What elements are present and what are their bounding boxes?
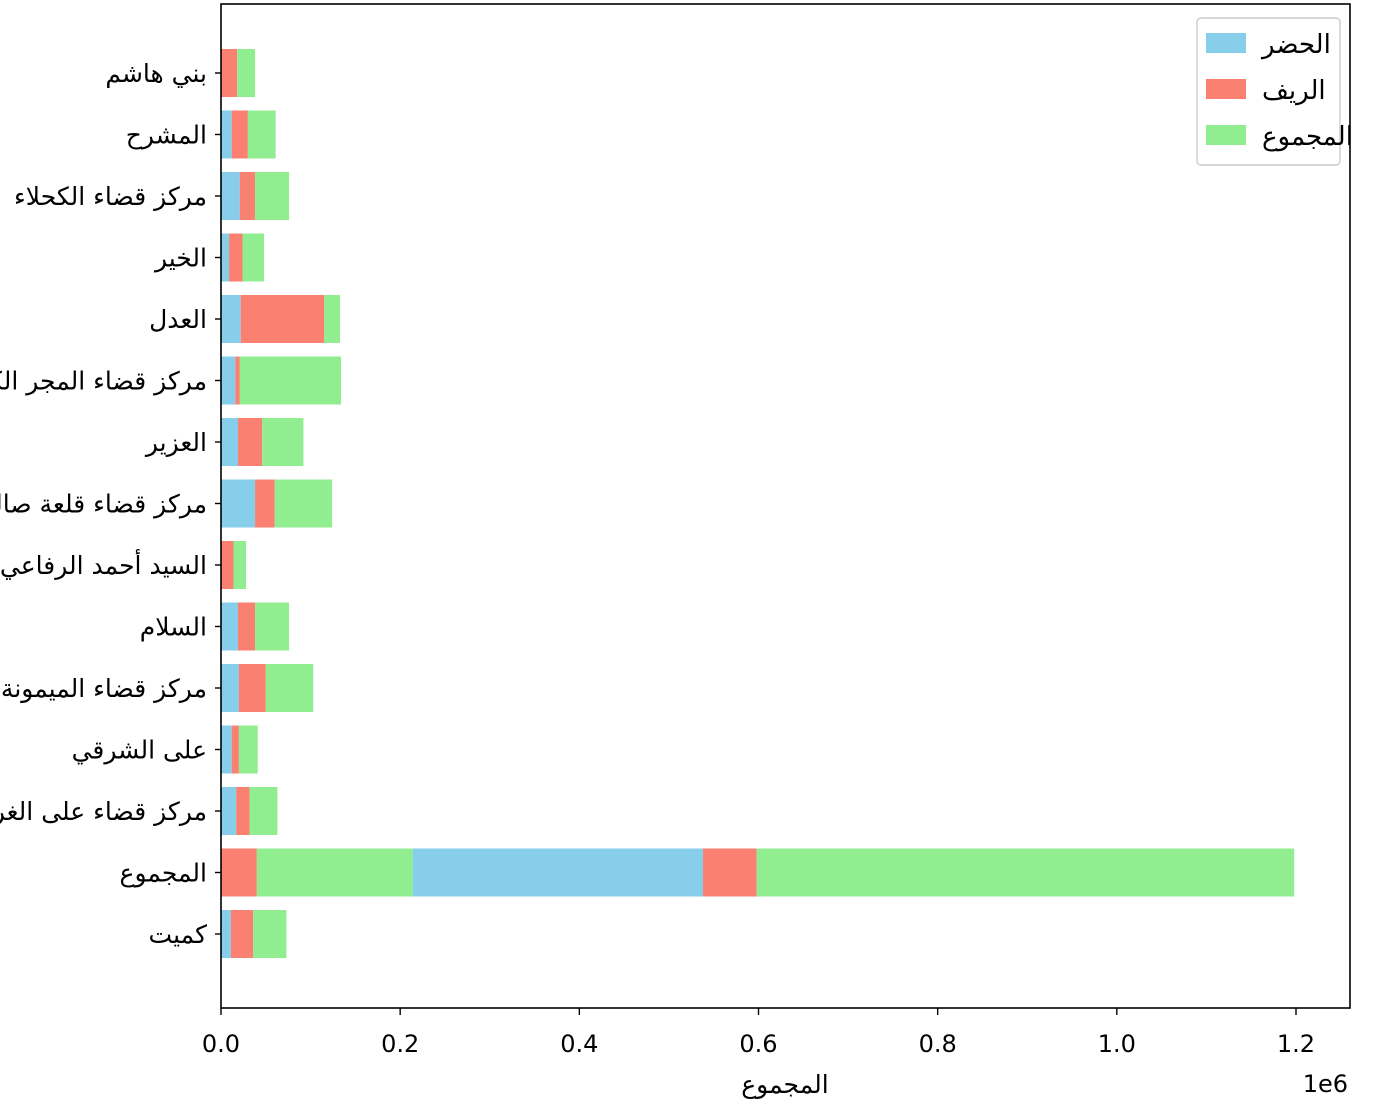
bar-segment: [265, 664, 314, 712]
category-labels: بني هاشم المشرح مركز قضاء الكحلاء الخير العد…: [0, 59, 207, 949]
legend: الحضر الريف المجموع: [1196, 17, 1353, 166]
bar-segment: [238, 602, 256, 651]
category-label: كميت: [149, 920, 208, 949]
x-tick-label: 0.4: [560, 1030, 598, 1058]
category-label: العدل: [149, 305, 207, 334]
bar-segment: [324, 295, 341, 343]
bar-segment: [221, 848, 257, 897]
x-ticks: 0.0 0.2 0.4 0.6 0.8 1.0 1.2: [202, 1008, 1315, 1058]
legend-entry: الريف: [1262, 76, 1326, 106]
bar-segment: [221, 787, 237, 835]
category-label: مركز قضاء المجر الكبير: [0, 367, 207, 396]
category-label: العزير: [144, 428, 207, 457]
bar-segment: [231, 110, 248, 159]
bar-segment: [238, 725, 258, 774]
bar-segment: [238, 664, 266, 712]
bar-segment: [221, 725, 232, 774]
bar-segment: [262, 418, 304, 466]
category-label: مركز قضاء الكحلاء: [14, 182, 207, 211]
bar-segment: [221, 356, 236, 405]
category-label: بني هاشم: [105, 59, 207, 89]
bar-segment: [221, 479, 256, 528]
category-label: مركز قضاء على الغربي: [0, 797, 207, 826]
category-label: المشرح: [126, 121, 207, 150]
legend-swatch: [1206, 125, 1246, 145]
bar-segment: [221, 49, 238, 97]
bar-segment: [221, 541, 234, 589]
bar-segment: [255, 602, 290, 651]
x-axis-label: المجموع: [741, 1070, 828, 1099]
bars-layer: [221, 49, 1295, 958]
bar-segment: [221, 664, 239, 712]
category-label: الخير: [153, 244, 207, 273]
bar-segment: [412, 848, 703, 897]
bar-segment: [233, 541, 247, 589]
bar-segment: [255, 479, 275, 528]
bar-segment: [237, 49, 256, 97]
y-ticks: [215, 72, 221, 935]
category-label: على الشرقي: [72, 736, 207, 765]
category-label: السلام: [140, 613, 207, 642]
legend-swatch: [1206, 79, 1246, 99]
bar-segment: [230, 910, 254, 958]
category-label: مركز قضاء الميمونة: [1, 674, 207, 703]
bar-segment: [249, 787, 278, 835]
bar-segment: [702, 848, 757, 897]
bar-segment: [221, 295, 241, 343]
bar-segment: [221, 602, 239, 651]
bar-segment: [239, 356, 342, 405]
bar-segment: [221, 233, 230, 282]
x-axis-scale-note: 1e6: [1303, 1070, 1348, 1098]
bar-segment: [221, 910, 231, 958]
x-tick-label: 1.2: [1277, 1030, 1315, 1058]
x-tick-label: 0.6: [739, 1030, 777, 1058]
bar-segment: [242, 233, 264, 282]
bar-segment: [236, 787, 250, 835]
x-tick-label: 0.0: [202, 1030, 240, 1058]
plot-frame: [220, 3, 1351, 1009]
bar-segment: [256, 848, 413, 897]
bar-segment: [235, 356, 240, 405]
legend-swatch: [1206, 33, 1246, 53]
bar-segment: [238, 418, 263, 466]
category-label: مركز قضاء قلعة صالح: [0, 490, 207, 520]
x-tick-label: 0.8: [919, 1030, 957, 1058]
bar-segment: [247, 110, 276, 159]
bar-segment: [255, 172, 290, 220]
bar-segment: [221, 418, 239, 466]
legend-entry: المجموع: [1262, 122, 1353, 152]
bar-segment: [240, 295, 325, 343]
category-label: المجموع: [120, 859, 207, 888]
legend-entry: الحضر: [1260, 30, 1331, 60]
bar-segment: [274, 479, 333, 528]
bar-segment: [221, 172, 240, 220]
bar-segment: [221, 110, 232, 159]
bar-segment: [253, 910, 287, 958]
x-tick-label: 1.0: [1098, 1030, 1136, 1058]
bar-segment: [231, 725, 239, 774]
bar-segment: [756, 848, 1295, 897]
bar-segment: [229, 233, 243, 282]
category-label: السيد أحمد الرفاعي: [0, 548, 207, 580]
bar-segment: [239, 172, 256, 220]
x-tick-label: 0.2: [381, 1030, 419, 1058]
